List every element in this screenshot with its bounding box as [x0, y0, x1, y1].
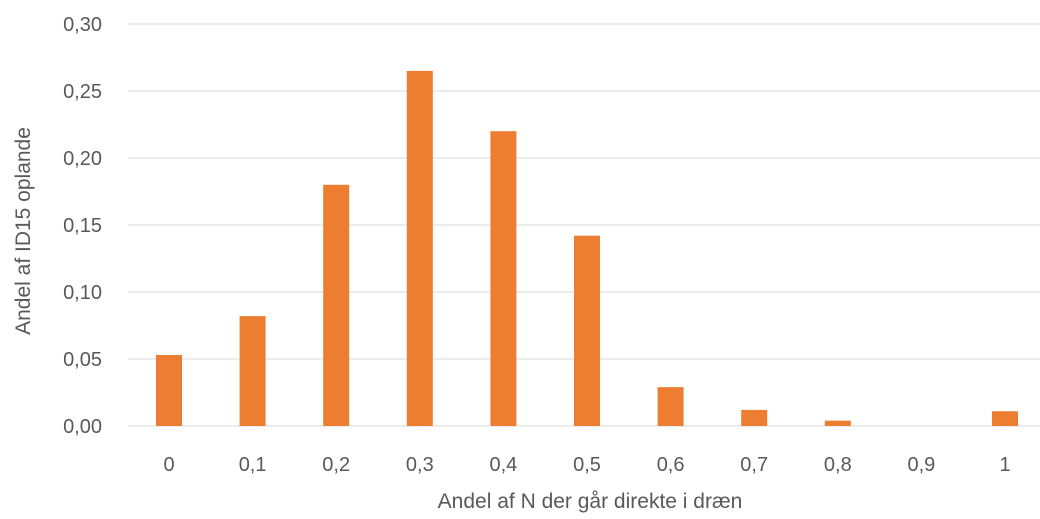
bar [239, 316, 266, 426]
y-tick-label: 0,05 [63, 349, 102, 371]
y-tick-label: 0,30 [63, 14, 102, 36]
bar [657, 387, 684, 426]
x-tick-label: 0,3 [406, 454, 434, 476]
y-tick-label: 0,00 [63, 416, 102, 438]
x-tick-labels: 0 0,1 0,2 0,3 0,4 0,5 0,6 0,7 0,8 0,9 1 [163, 454, 1010, 476]
y-tick-label: 0,20 [63, 148, 102, 170]
y-tick-label: 0,10 [63, 282, 102, 304]
bar [323, 184, 350, 426]
bar [824, 420, 851, 426]
bar [490, 131, 517, 426]
x-axis-title: Andel af N der går direkte i dræn [438, 490, 743, 513]
x-tick-label: 0,9 [907, 454, 935, 476]
bars [156, 70, 1018, 427]
x-tick-label: 0 [163, 454, 174, 476]
bar [156, 354, 182, 426]
x-tick-label: 0,7 [740, 454, 768, 476]
y-tick-labels: 0,00 0,05 0,10 0,15 0,20 0,25 0,30 [63, 14, 102, 438]
x-tick-label: 0,8 [824, 454, 852, 476]
x-tick-label: 0,5 [573, 454, 601, 476]
x-tick-label: 0,2 [322, 454, 350, 476]
bar [992, 411, 1018, 426]
bar [574, 235, 600, 426]
y-tick-label: 0,15 [63, 215, 102, 237]
x-tick-label: 0,1 [239, 454, 267, 476]
bar [741, 409, 768, 426]
y-axis-title: Andel af ID15 oplande [12, 127, 35, 335]
x-tick-label: 0,6 [657, 454, 685, 476]
x-tick-label: 0,4 [489, 454, 517, 476]
bar [406, 70, 433, 427]
x-tick-label: 1 [999, 454, 1010, 476]
y-tick-label: 0,25 [63, 81, 102, 103]
